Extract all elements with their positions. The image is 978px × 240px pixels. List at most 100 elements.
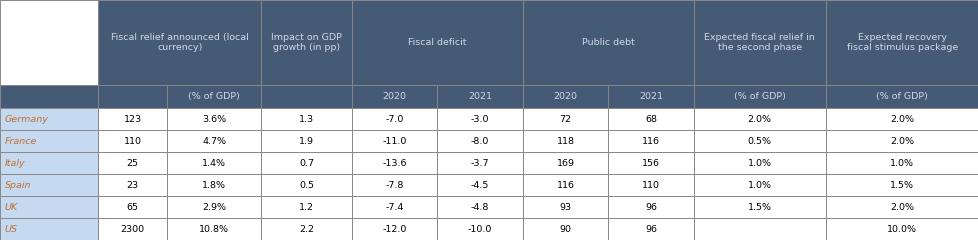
Text: 116: 116: [556, 180, 574, 190]
Text: 1.3: 1.3: [298, 114, 314, 124]
Bar: [522, 152, 607, 174]
Text: 0.5%: 0.5%: [747, 137, 771, 145]
Bar: [351, 152, 437, 174]
Text: 10.8%: 10.8%: [200, 224, 229, 234]
Text: -3.7: -3.7: [470, 158, 489, 168]
Bar: [437, 108, 522, 130]
Text: 72: 72: [559, 114, 571, 124]
Bar: [607, 174, 693, 196]
Bar: [98, 196, 167, 218]
Bar: [167, 196, 261, 218]
Text: 1.4%: 1.4%: [202, 158, 226, 168]
Bar: [437, 85, 522, 108]
Bar: [437, 218, 522, 240]
Bar: [824, 108, 978, 130]
Text: 0.7: 0.7: [299, 158, 314, 168]
Bar: [261, 108, 351, 130]
Bar: [167, 152, 261, 174]
Bar: [0, 0, 98, 85]
Bar: [0, 108, 98, 130]
Text: -8.0: -8.0: [470, 137, 489, 145]
Text: 123: 123: [123, 114, 142, 124]
Text: 110: 110: [123, 137, 142, 145]
Bar: [98, 130, 167, 152]
Bar: [167, 174, 261, 196]
Text: 0.5: 0.5: [299, 180, 314, 190]
Text: 10.0%: 10.0%: [886, 224, 916, 234]
Text: -4.8: -4.8: [470, 203, 489, 211]
Text: 1.5%: 1.5%: [747, 203, 771, 211]
Bar: [693, 0, 824, 85]
Bar: [98, 152, 167, 174]
Text: -7.8: -7.8: [385, 180, 403, 190]
Bar: [824, 0, 978, 85]
Bar: [693, 218, 824, 240]
Bar: [98, 108, 167, 130]
Bar: [351, 0, 522, 85]
Bar: [522, 174, 607, 196]
Text: Expected fiscal relief in
the second phase: Expected fiscal relief in the second pha…: [703, 33, 815, 52]
Bar: [261, 0, 351, 85]
Text: 110: 110: [642, 180, 659, 190]
Text: -10.0: -10.0: [467, 224, 492, 234]
Bar: [351, 174, 437, 196]
Bar: [607, 218, 693, 240]
Bar: [0, 218, 98, 240]
Text: -13.6: -13.6: [382, 158, 407, 168]
Text: France: France: [5, 137, 37, 145]
Bar: [522, 108, 607, 130]
Text: 1.0%: 1.0%: [747, 158, 771, 168]
Bar: [167, 218, 261, 240]
Text: -3.0: -3.0: [470, 114, 489, 124]
Text: 2.9%: 2.9%: [202, 203, 226, 211]
Text: 96: 96: [645, 203, 656, 211]
Bar: [98, 174, 167, 196]
Text: 90: 90: [559, 224, 571, 234]
Bar: [607, 85, 693, 108]
Bar: [824, 152, 978, 174]
Text: US: US: [5, 224, 18, 234]
Text: Italy: Italy: [5, 158, 25, 168]
Bar: [607, 196, 693, 218]
Bar: [261, 130, 351, 152]
Text: 2300: 2300: [120, 224, 145, 234]
Text: -11.0: -11.0: [382, 137, 407, 145]
Text: 2.0%: 2.0%: [747, 114, 771, 124]
Text: 2.0%: 2.0%: [889, 203, 913, 211]
Text: 169: 169: [556, 158, 574, 168]
Bar: [607, 152, 693, 174]
Bar: [98, 0, 261, 85]
Bar: [351, 108, 437, 130]
Text: 1.8%: 1.8%: [202, 180, 226, 190]
Text: -7.4: -7.4: [385, 203, 403, 211]
Bar: [824, 196, 978, 218]
Text: 65: 65: [126, 203, 139, 211]
Bar: [261, 85, 351, 108]
Text: 1.0%: 1.0%: [747, 180, 771, 190]
Text: 118: 118: [556, 137, 574, 145]
Text: Expected recovery
fiscal stimulus package: Expected recovery fiscal stimulus packag…: [846, 33, 957, 52]
Text: 23: 23: [126, 180, 139, 190]
Text: 2.0%: 2.0%: [889, 114, 913, 124]
Bar: [98, 85, 167, 108]
Bar: [351, 85, 437, 108]
Bar: [261, 174, 351, 196]
Bar: [437, 174, 522, 196]
Bar: [693, 174, 824, 196]
Bar: [824, 174, 978, 196]
Text: 3.6%: 3.6%: [202, 114, 226, 124]
Bar: [607, 130, 693, 152]
Bar: [693, 108, 824, 130]
Bar: [351, 196, 437, 218]
Text: (% of GDP): (% of GDP): [188, 92, 240, 101]
Bar: [824, 130, 978, 152]
Text: -7.0: -7.0: [385, 114, 403, 124]
Text: Germany: Germany: [5, 114, 49, 124]
Text: Impact on GDP
growth (in pp): Impact on GDP growth (in pp): [271, 33, 341, 52]
Bar: [693, 152, 824, 174]
Text: 2021: 2021: [639, 92, 662, 101]
Text: 2021: 2021: [467, 92, 492, 101]
Text: 2020: 2020: [553, 92, 577, 101]
Bar: [351, 218, 437, 240]
Text: (% of GDP): (% of GDP): [875, 92, 927, 101]
